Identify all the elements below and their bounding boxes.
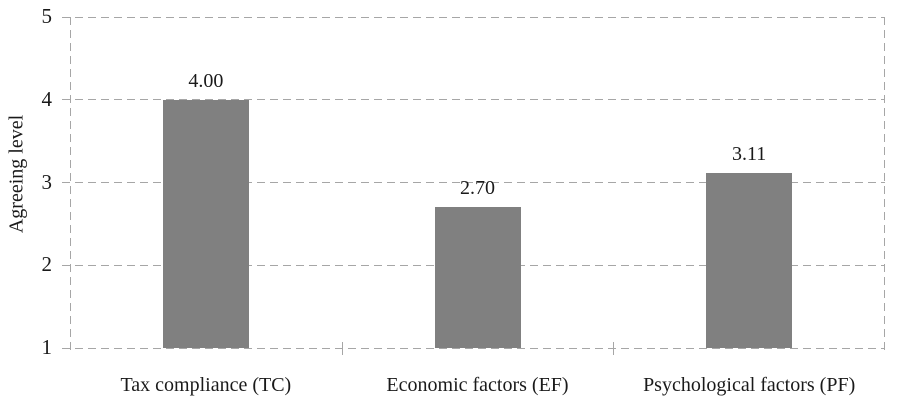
category-label: Economic factors (EF) (386, 374, 569, 396)
gridline (62, 182, 885, 183)
plot-area: 4.00 2.70 3.11 (62, 16, 885, 355)
data-label: 4.00 (188, 69, 224, 92)
gridline (62, 347, 885, 349)
y-tick-label: 1 (41, 335, 53, 360)
category-label: Psychological factors (PF) (643, 374, 856, 396)
bar-3 (706, 173, 793, 348)
gridline (62, 99, 885, 101)
data-label: 2.70 (460, 177, 495, 200)
x-axis-category-labels: Tax compliance (TC) Economic factors (EF)… (70, 372, 885, 402)
bar-1 (162, 99, 249, 348)
x-axis-tick (341, 342, 343, 355)
plot-right-border (884, 17, 885, 355)
y-axis-tick-labels: 1 2 3 4 5 (0, 6, 53, 358)
y-tick-label: 4 (41, 86, 53, 111)
y-axis-line (70, 17, 71, 355)
y-tick-label: 5 (41, 4, 53, 29)
category-label: Tax compliance (TC) (120, 374, 292, 396)
y-tick-label: 2 (41, 252, 53, 277)
x-axis-tick (613, 342, 615, 355)
data-label: 3.11 (732, 143, 767, 166)
gridline (62, 16, 885, 18)
y-tick-label: 3 (41, 169, 53, 194)
bar-2 (434, 207, 521, 348)
